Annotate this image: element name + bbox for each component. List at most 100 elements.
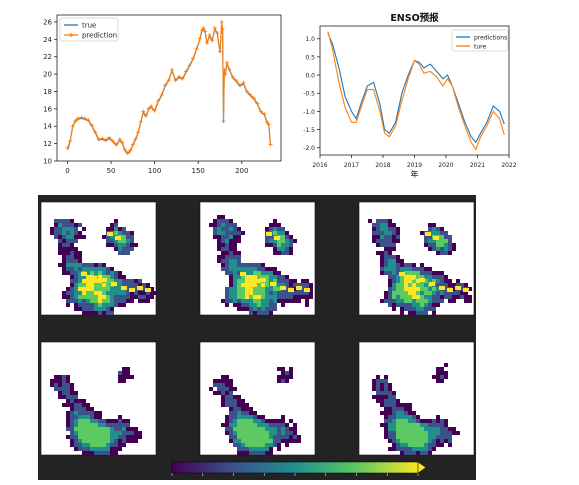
heatmap-panel-4 [199, 341, 316, 456]
chart1-series-point [197, 36, 202, 41]
chart1-series-point [258, 109, 263, 114]
heatmap-streak [433, 236, 439, 240]
heatmap-streak [250, 276, 256, 280]
heatmap-streak [107, 232, 113, 236]
chart1-series-point [207, 32, 212, 37]
chart2-y-tick-label: -1.0 [303, 109, 315, 116]
heatmap-streak [137, 286, 143, 290]
chart2-series-line-0 [327, 33, 505, 144]
chart1-series-point [122, 147, 127, 152]
heatmap-streak [270, 282, 276, 286]
chart1-series-point [190, 56, 195, 61]
chart1-series-point [70, 124, 75, 129]
heatmap-panel-2 [358, 201, 475, 316]
chart1-series-point [163, 83, 168, 88]
heatmap-streak [429, 282, 435, 286]
chart1-series-point [149, 104, 154, 109]
chart1-series-point [234, 79, 239, 84]
chart1-series-point [194, 46, 199, 51]
chart2-x-tick-label: 2022 [501, 162, 516, 169]
chart1-series-point [136, 130, 141, 135]
heatmap-streak [425, 232, 431, 236]
chart1-series-point [217, 49, 222, 54]
chart1-series-point [177, 74, 182, 79]
heatmap-streak [288, 288, 294, 292]
colorbar [171, 461, 419, 474]
heatmap-panel-3 [40, 341, 157, 456]
chart1-series-point [128, 148, 133, 153]
heatmap-panel-5 [358, 341, 475, 456]
chart1-x-tick-label: 200 [235, 167, 248, 175]
true-vs-prediction-chart: 0 50 100 150 200 10 12 14 16 18 20 22 24 26 true predic… [0, 0, 290, 178]
chart1-series-point [130, 142, 135, 147]
chart2-x-tick-label: 2016 [312, 162, 327, 169]
colorbar-extend-arrow [417, 461, 427, 474]
chart1-series-point [89, 123, 94, 128]
chart1-x-tick-label: 50 [107, 167, 116, 175]
heatmap-panel-1 [199, 201, 316, 316]
chart2-x-tick-label: 2020 [438, 162, 453, 169]
chart1-series-point [219, 19, 224, 24]
chart1-series-point [248, 92, 253, 97]
chart1-series-point [203, 29, 208, 34]
chart1-y-tick-label: 18 [43, 88, 52, 96]
heatmap-streak [101, 278, 107, 282]
chart1-series-point [117, 137, 122, 142]
chart1-y-tick-label: 10 [43, 158, 52, 166]
chart1-series-point [93, 130, 98, 135]
chart1-y-tick-label: 14 [43, 123, 52, 131]
heatmap-streak [111, 282, 117, 286]
heatmap-streak [129, 288, 135, 292]
heatmap-grid-figure [38, 195, 476, 480]
heatmap-streak [419, 278, 425, 282]
chart1-series-point [223, 72, 228, 77]
heatmap-streak [463, 288, 469, 292]
heatmap-streak [399, 272, 405, 276]
chart1-series-point [266, 122, 271, 127]
chart1-series-point [114, 142, 119, 147]
chart1-y-tick-label: 22 [43, 53, 52, 61]
chart1-series-point [231, 75, 236, 80]
chart1-series-point [199, 28, 204, 33]
chart2-title: ENSO预报 [390, 12, 439, 24]
chart2-x-tick-label: 2017 [344, 162, 359, 169]
chart1-series-point [245, 89, 250, 94]
chart1-series-point [65, 145, 70, 150]
chart1-series-point [220, 26, 225, 31]
heatmap-streak [260, 278, 266, 282]
chart1-series-point [187, 63, 192, 68]
chart1-series-point [152, 108, 157, 113]
heatmap-streak [240, 272, 246, 276]
chart1-series-point [215, 31, 220, 36]
heatmap-grid-svg [38, 195, 476, 480]
chart1-y-tick-label: 20 [43, 71, 52, 79]
enso-forecast-chart-svg: 2016 2017 2018 2019 2020 2021 2022 1.0 0.5 0.0 -0.… [303, 12, 517, 179]
heatmap-streak [274, 236, 280, 240]
chart1-series-point [133, 137, 138, 142]
chart1-y-tick-label: 16 [43, 105, 52, 113]
chart2-y-tick-label: 0.0 [305, 73, 315, 80]
chart2-legend-label-0: predictions [474, 35, 507, 42]
chart1-series-point [120, 140, 125, 145]
chart1-legend-label-0: true [82, 22, 96, 30]
heatmap-streak [115, 236, 121, 240]
chart1-series-point [255, 101, 260, 106]
chart1-y-tick-label: 24 [43, 36, 52, 44]
heatmap-streak [280, 286, 286, 290]
chart2-y-tick-label: -0.5 [303, 91, 315, 98]
chart1-series-point [138, 119, 143, 124]
chart1-series-point [183, 69, 188, 74]
chart1-series-point [210, 38, 215, 43]
chart1-series-point [166, 78, 171, 83]
chart1-series-point [96, 137, 101, 142]
heatmap-streak [296, 286, 302, 290]
chart1-series-point [79, 115, 84, 120]
chart1-series-point [68, 139, 73, 144]
chart1-x-tick-label: 100 [148, 167, 161, 175]
chart1-series-point [227, 67, 232, 72]
chart1-legend-label-1: prediction [82, 32, 117, 40]
heatmap-streak [91, 276, 97, 280]
chart1-x-tick-label: 0 [65, 167, 69, 175]
chart2-x-tick-label: 2021 [470, 162, 485, 169]
heatmap-streak [304, 288, 310, 292]
